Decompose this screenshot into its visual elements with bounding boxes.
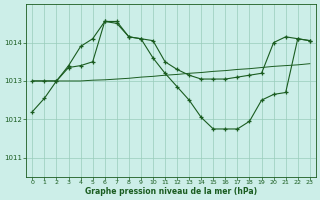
X-axis label: Graphe pression niveau de la mer (hPa): Graphe pression niveau de la mer (hPa) — [85, 187, 257, 196]
